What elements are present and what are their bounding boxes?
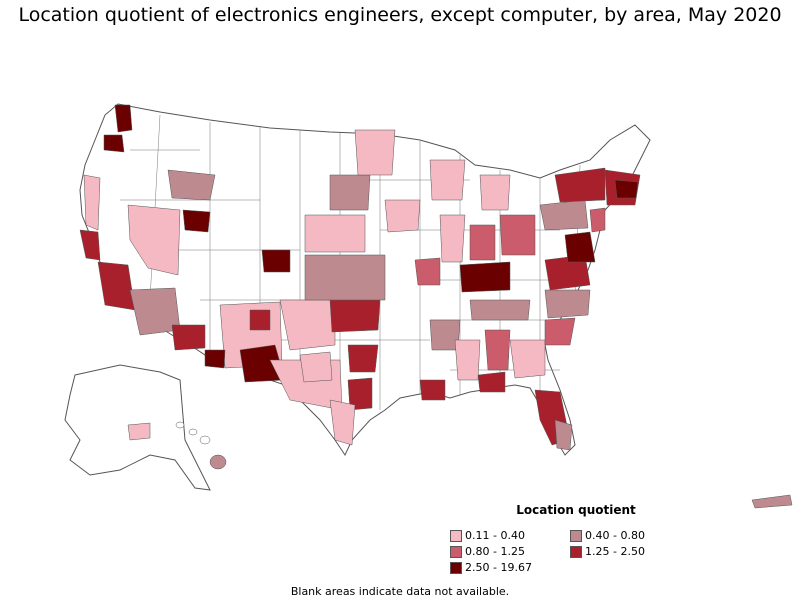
legend-item: 0.11 - 0.40 bbox=[450, 529, 570, 542]
area-alaska-anchorage bbox=[127, 422, 151, 441]
area-oklahoma bbox=[329, 299, 381, 333]
area-sf-bay bbox=[79, 229, 101, 261]
legend-swatch bbox=[450, 545, 462, 558]
area-pennsylvania bbox=[539, 199, 589, 231]
area-kansas bbox=[304, 254, 386, 301]
legend-label: 1.25 - 2.50 bbox=[585, 545, 645, 558]
area-mississippi bbox=[454, 339, 481, 381]
area-pacific-coast bbox=[83, 174, 101, 231]
legend-swatch bbox=[450, 561, 462, 574]
area-tennessee bbox=[469, 299, 531, 321]
area-massachusetts bbox=[614, 179, 639, 199]
area-north-carolina bbox=[544, 289, 591, 319]
area-colorado bbox=[261, 249, 291, 273]
legend-swatch bbox=[570, 529, 582, 542]
area-new-jersey bbox=[589, 207, 606, 233]
footnote: Blank areas indicate data not available. bbox=[290, 585, 510, 598]
area-gulf-coast bbox=[477, 371, 506, 393]
legend: Location quotient 0.11 - 0.40 0.40 - 0.8… bbox=[450, 503, 690, 574]
area-illinois bbox=[439, 214, 466, 263]
legend-item: 0.80 - 1.25 bbox=[450, 545, 570, 558]
area-south-texas bbox=[329, 399, 356, 446]
legend-swatch bbox=[570, 545, 582, 558]
legend-swatch bbox=[450, 529, 462, 542]
shaded-areas bbox=[79, 104, 641, 451]
area-utah-salt-lake bbox=[182, 209, 211, 233]
legend-item: 1.25 - 2.50 bbox=[570, 545, 680, 558]
area-indiana bbox=[469, 224, 496, 261]
area-georgia bbox=[509, 339, 546, 379]
map-title: Location quotient of electronics enginee… bbox=[18, 4, 782, 26]
legend-items: 0.11 - 0.40 0.40 - 0.80 0.80 - 1.25 1.25… bbox=[450, 529, 690, 574]
area-ohio bbox=[499, 214, 536, 256]
area-iowa bbox=[384, 199, 421, 233]
area-nevada bbox=[127, 204, 181, 276]
puerto-rico-outline bbox=[751, 494, 793, 509]
area-texas-central bbox=[299, 351, 333, 383]
legend-item: 2.50 - 19.67 bbox=[450, 561, 570, 574]
area-florida-south bbox=[554, 419, 573, 451]
area-washington-seattle bbox=[114, 104, 133, 133]
area-houston bbox=[347, 377, 373, 411]
legend-label: 0.11 - 0.40 bbox=[465, 529, 525, 542]
area-kentucky bbox=[459, 261, 511, 293]
legend-label: 2.50 - 19.67 bbox=[465, 561, 532, 574]
area-texas-panhandle bbox=[279, 299, 336, 351]
area-south-dakota bbox=[329, 174, 371, 211]
area-minnesota bbox=[354, 129, 396, 176]
area-south-carolina bbox=[544, 317, 576, 346]
area-alabama bbox=[484, 329, 511, 371]
area-new-mexico-south bbox=[204, 349, 226, 369]
hawaii-outline bbox=[175, 421, 227, 470]
area-new-mexico-north bbox=[249, 309, 271, 331]
legend-item: 0.40 - 0.80 bbox=[570, 529, 680, 542]
area-maryland bbox=[564, 231, 596, 263]
area-nebraska bbox=[304, 214, 366, 253]
legend-label: 0.40 - 0.80 bbox=[585, 529, 645, 542]
area-dallas bbox=[347, 344, 379, 373]
area-idaho bbox=[167, 169, 216, 201]
area-oregon-portland bbox=[103, 134, 125, 153]
area-arizona-south bbox=[171, 324, 206, 351]
legend-title: Location quotient bbox=[516, 503, 636, 517]
legend-label: 0.80 - 1.25 bbox=[465, 545, 525, 558]
area-louisiana bbox=[419, 379, 446, 401]
area-missouri bbox=[414, 257, 441, 286]
area-wisconsin bbox=[429, 159, 466, 201]
area-new-york bbox=[554, 167, 606, 203]
area-michigan bbox=[479, 174, 511, 211]
